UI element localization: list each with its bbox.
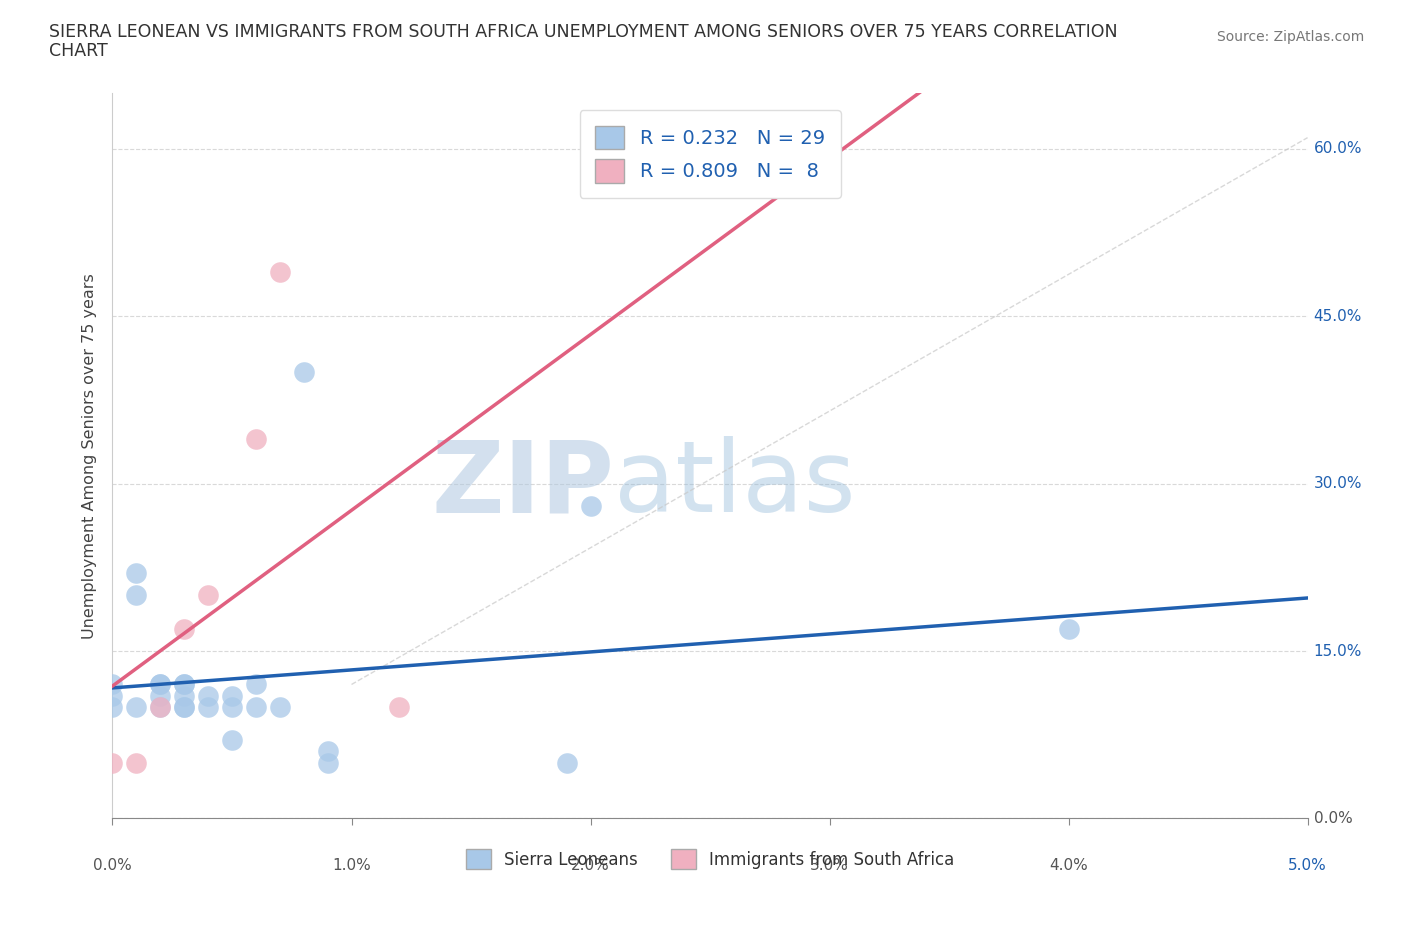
Point xyxy=(579,498,602,513)
Point xyxy=(125,565,148,580)
Point xyxy=(101,755,124,770)
Point xyxy=(101,699,124,714)
Text: 1.0%: 1.0% xyxy=(332,858,371,873)
Point xyxy=(149,699,172,714)
Legend: Sierra Leoneans, Immigrants from South Africa: Sierra Leoneans, Immigrants from South A… xyxy=(453,836,967,883)
Point xyxy=(149,699,172,714)
Point xyxy=(388,699,411,714)
Text: 60.0%: 60.0% xyxy=(1313,141,1362,156)
Y-axis label: Unemployment Among Seniors over 75 years: Unemployment Among Seniors over 75 years xyxy=(82,272,97,639)
Point xyxy=(1057,621,1080,636)
Point xyxy=(149,677,172,692)
Point xyxy=(101,677,124,692)
Text: 0.0%: 0.0% xyxy=(1313,811,1353,826)
Point xyxy=(197,688,219,703)
Point xyxy=(221,699,243,714)
Point xyxy=(125,755,148,770)
Point xyxy=(173,699,195,714)
Point xyxy=(269,264,291,279)
Point xyxy=(173,688,195,703)
Point xyxy=(316,755,339,770)
Text: 0.0%: 0.0% xyxy=(93,858,132,873)
Text: 5.0%: 5.0% xyxy=(1288,858,1327,873)
Point xyxy=(197,699,219,714)
Point xyxy=(292,365,315,379)
Point xyxy=(149,688,172,703)
Point xyxy=(125,588,148,603)
Point xyxy=(555,755,578,770)
Text: 2.0%: 2.0% xyxy=(571,858,610,873)
Text: atlas: atlas xyxy=(614,436,856,533)
Point xyxy=(173,621,195,636)
Text: 3.0%: 3.0% xyxy=(810,858,849,873)
Point xyxy=(101,688,124,703)
Point xyxy=(173,699,195,714)
Text: 4.0%: 4.0% xyxy=(1049,858,1088,873)
Text: 45.0%: 45.0% xyxy=(1313,309,1362,324)
Point xyxy=(269,699,291,714)
Point xyxy=(221,733,243,748)
Point xyxy=(245,699,267,714)
Text: CHART: CHART xyxy=(49,42,108,60)
Text: 30.0%: 30.0% xyxy=(1313,476,1362,491)
Point xyxy=(149,677,172,692)
Point xyxy=(245,677,267,692)
Point xyxy=(197,588,219,603)
Point xyxy=(173,677,195,692)
Point xyxy=(316,744,339,759)
Point xyxy=(125,699,148,714)
Point xyxy=(221,688,243,703)
Text: SIERRA LEONEAN VS IMMIGRANTS FROM SOUTH AFRICA UNEMPLOYMENT AMONG SENIORS OVER 7: SIERRA LEONEAN VS IMMIGRANTS FROM SOUTH … xyxy=(49,23,1118,41)
Point xyxy=(245,432,267,446)
Point xyxy=(173,677,195,692)
Text: ZIP: ZIP xyxy=(432,436,614,533)
Text: 15.0%: 15.0% xyxy=(1313,644,1362,658)
Text: Source: ZipAtlas.com: Source: ZipAtlas.com xyxy=(1216,30,1364,44)
